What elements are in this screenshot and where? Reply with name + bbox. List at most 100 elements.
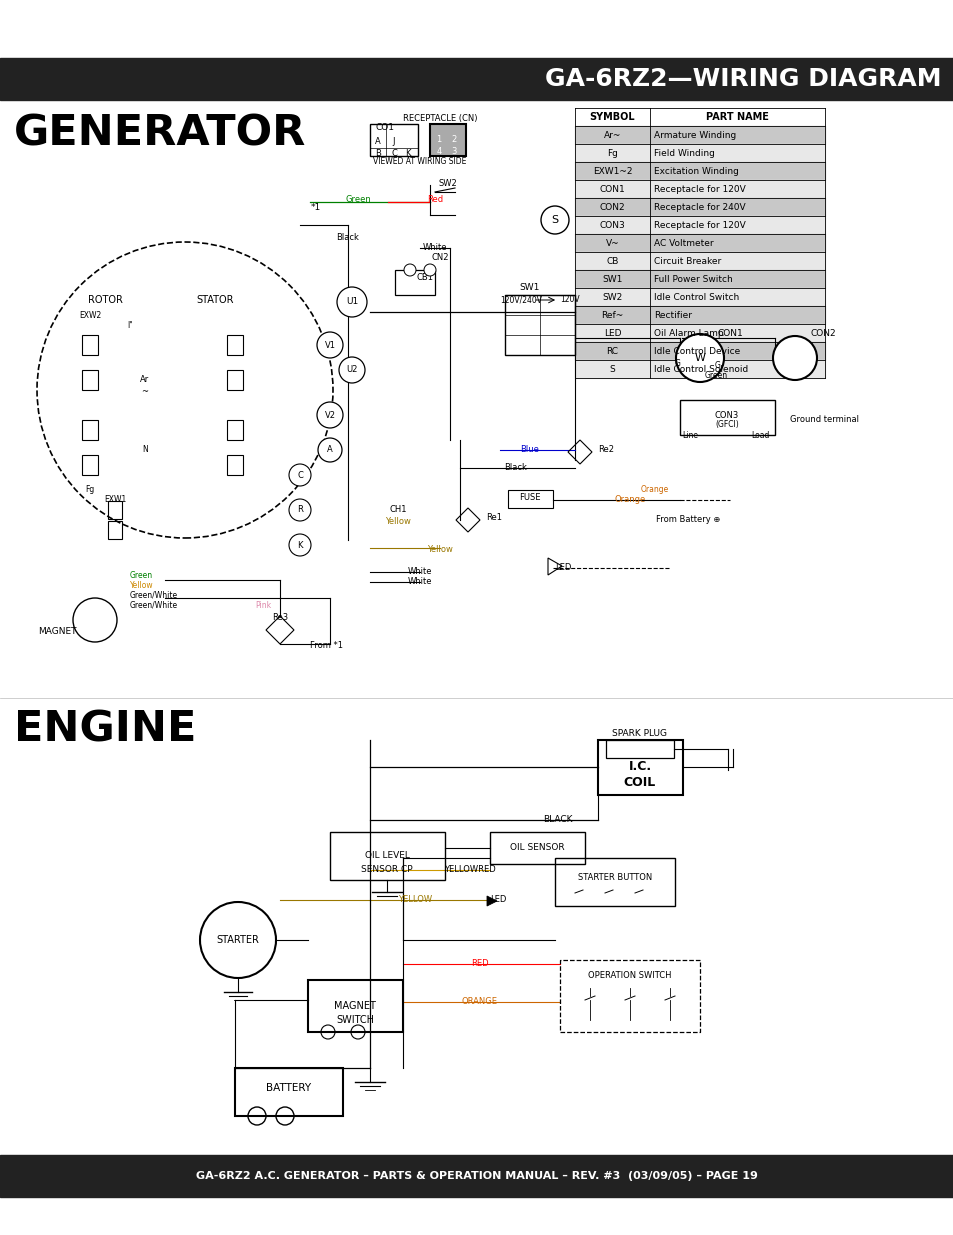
Text: Re1: Re1 [485, 513, 501, 521]
Text: Green/White: Green/White [130, 590, 178, 599]
Text: V~: V~ [605, 238, 618, 247]
Text: White: White [407, 578, 432, 587]
Bar [234, 1068, 343, 1116]
Bar [575, 306, 824, 324]
Circle shape [316, 403, 343, 429]
Text: RECEPTACLE (CN): RECEPTACLE (CN) [402, 114, 476, 124]
Text: Green: Green [345, 195, 371, 205]
Text: EXW1~2: EXW1~2 [592, 167, 632, 175]
Text: Field Winding: Field Winding [654, 148, 714, 158]
Text: Circuit Breaker: Circuit Breaker [654, 257, 720, 266]
Text: SENSOR CP: SENSOR CP [361, 866, 413, 874]
Circle shape [676, 333, 723, 382]
Text: U1: U1 [346, 298, 357, 306]
Circle shape [338, 357, 365, 383]
Text: Excitation Winding: Excitation Winding [654, 167, 739, 175]
Bar [82, 454, 98, 475]
Text: A: A [327, 446, 333, 454]
Bar [82, 420, 98, 440]
Text: Orange: Orange [640, 485, 668, 494]
Text: Idle Control Solenoid: Idle Control Solenoid [654, 364, 747, 373]
Text: 120V: 120V [559, 295, 579, 305]
Text: Re3: Re3 [272, 613, 288, 621]
Bar [504, 295, 575, 354]
Text: SW1: SW1 [601, 274, 622, 284]
Bar [605, 740, 673, 758]
Bar [679, 400, 774, 435]
Circle shape [317, 438, 341, 462]
Bar [575, 126, 824, 144]
Text: GA-6RZ2—WIRING DIAGRAM: GA-6RZ2—WIRING DIAGRAM [545, 67, 941, 91]
Bar [108, 501, 122, 519]
Text: ROTOR: ROTOR [88, 295, 122, 305]
Text: CON2: CON2 [599, 203, 624, 211]
Text: BLACK: BLACK [542, 815, 572, 825]
Bar [227, 370, 243, 390]
Text: LED: LED [603, 329, 620, 337]
Circle shape [289, 534, 311, 556]
Text: AC Voltmeter: AC Voltmeter [654, 238, 713, 247]
Text: GENERATOR: GENERATOR [14, 112, 306, 154]
Text: Orange: Orange [614, 495, 645, 505]
Text: CH1: CH1 [389, 505, 406, 515]
Text: Ref~: Ref~ [600, 310, 623, 320]
Text: *1: *1 [311, 204, 321, 212]
Text: FUSE: FUSE [518, 494, 540, 503]
Text: STARTER BUTTON: STARTER BUTTON [578, 873, 652, 883]
Text: CON3: CON3 [714, 410, 739, 420]
Bar [575, 198, 824, 216]
Bar [575, 216, 824, 233]
Text: LED: LED [555, 563, 571, 573]
Text: Line: Line [681, 431, 698, 440]
Text: ORANGE: ORANGE [461, 998, 497, 1007]
Bar [0, 58, 953, 100]
Text: A: A [375, 137, 380, 147]
Text: RC: RC [606, 347, 618, 356]
Text: CN2: CN2 [431, 253, 448, 263]
Text: RED: RED [471, 958, 488, 967]
Text: CON3: CON3 [599, 221, 625, 230]
Text: K: K [405, 149, 411, 158]
Bar [575, 162, 824, 180]
Text: 3: 3 [451, 147, 456, 157]
Bar [395, 270, 435, 295]
Text: C: C [391, 149, 396, 158]
Bar [575, 107, 824, 378]
Text: Blue: Blue [520, 446, 538, 454]
Circle shape [336, 287, 367, 317]
Text: SW2: SW2 [601, 293, 622, 301]
Text: 4: 4 [436, 147, 441, 157]
Text: U2: U2 [346, 366, 357, 374]
Text: G: G [675, 358, 680, 368]
Bar [575, 144, 824, 162]
Bar [575, 233, 824, 252]
Text: CON1: CON1 [717, 329, 742, 337]
Text: V1: V1 [324, 341, 335, 350]
Text: OIL SENSOR: OIL SENSOR [509, 844, 564, 852]
Text: S: S [551, 215, 558, 225]
Text: White: White [422, 243, 447, 252]
Text: Armature Winding: Armature Winding [654, 131, 736, 140]
Text: Load: Load [750, 431, 768, 440]
Text: STATOR: STATOR [196, 295, 233, 305]
Bar [555, 858, 675, 906]
Text: Ground terminal: Ground terminal [789, 415, 858, 425]
Text: I.C.: I.C. [628, 761, 651, 773]
Text: Receptacle for 240V: Receptacle for 240V [654, 203, 745, 211]
Text: YELLOW: YELLOW [397, 895, 432, 904]
Text: Re2: Re2 [598, 445, 614, 453]
Text: VIEWED AT WIRING SIDE: VIEWED AT WIRING SIDE [373, 158, 466, 167]
Text: SW2: SW2 [438, 179, 456, 188]
Text: Yellow: Yellow [385, 517, 411, 526]
Text: CO1: CO1 [375, 124, 395, 132]
Text: Fg: Fg [85, 485, 94, 494]
Text: 120V/240V: 120V/240V [499, 295, 541, 305]
Text: K: K [297, 541, 302, 550]
Text: CON1: CON1 [599, 184, 625, 194]
Bar [227, 454, 243, 475]
Text: (GFCl): (GFCl) [715, 420, 739, 430]
Text: GA-6RZ2 A.C. GENERATOR – PARTS & OPERATION MANUAL – REV. #3  (03/09/05) – PAGE 1: GA-6RZ2 A.C. GENERATOR – PARTS & OPERATI… [196, 1171, 757, 1181]
Circle shape [423, 264, 436, 275]
Text: I": I" [127, 321, 132, 330]
Bar [227, 335, 243, 354]
